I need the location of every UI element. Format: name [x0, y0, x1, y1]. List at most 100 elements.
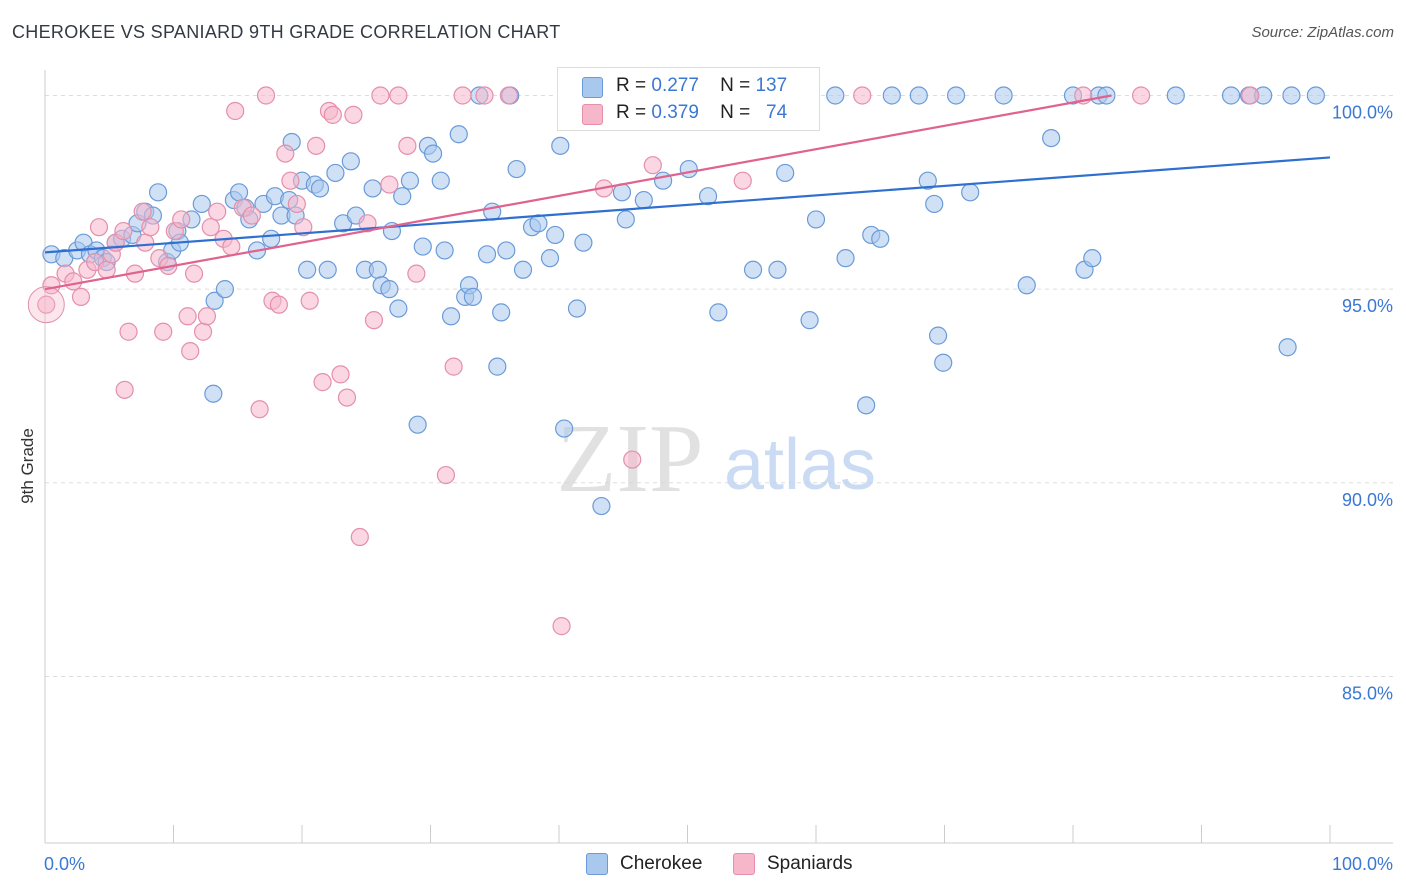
y-axis-label: 9th Grade: [18, 428, 37, 504]
cherokee-point: [1017, 276, 1036, 295]
spaniards-point: [172, 210, 191, 229]
r-value-spaniards: 0.379: [651, 102, 699, 123]
legend-item-spaniards: Spaniards: [733, 851, 853, 877]
spaniards-point: [350, 527, 369, 547]
cherokee-point: [192, 194, 211, 214]
spaniards-point: [475, 86, 494, 105]
r-label: R =: [616, 102, 647, 123]
cherokee-point: [768, 260, 787, 279]
cherokee-point: [389, 299, 408, 318]
cherokee-point: [368, 260, 387, 279]
cherokee-point: [836, 249, 855, 268]
n-value-spaniards: 74: [766, 102, 788, 123]
spaniards-point: [281, 171, 300, 190]
cherokee-point: [380, 280, 399, 299]
r-label: R =: [616, 75, 647, 96]
spaniards-point: [269, 295, 288, 314]
cherokee-point: [423, 144, 443, 163]
cherokee-point: [488, 357, 507, 376]
spaniards-point: [64, 272, 83, 291]
r-value-cherokee: 0.277: [651, 75, 699, 96]
spaniards-point: [294, 218, 313, 237]
spaniards-point: [197, 307, 217, 326]
spaniards-swatch: [582, 104, 603, 125]
spaniards-point: [389, 86, 408, 105]
cherokee-point: [497, 241, 516, 260]
spaniards-point: [371, 86, 390, 105]
cherokee-point: [413, 237, 432, 256]
n-label: N =: [720, 102, 751, 123]
spaniards-point: [276, 144, 295, 163]
spaniards-point: [380, 175, 399, 194]
spaniards-point: [853, 86, 872, 105]
cherokee-point: [1306, 86, 1325, 105]
legend-label-spaniards: Spaniards: [767, 853, 853, 874]
x-tick-label: 100.0%: [1332, 854, 1393, 874]
cherokee-point: [934, 353, 953, 372]
cherokee-point: [318, 260, 337, 279]
spaniards-point: [242, 206, 261, 225]
spaniards-point: [733, 171, 752, 190]
cherokee-point: [1282, 86, 1301, 105]
cherokee-point: [513, 260, 533, 279]
cherokee-point: [709, 303, 728, 322]
spaniards-point: [181, 342, 200, 361]
cherokee-point: [205, 291, 224, 310]
legend-item-cherokee: Cherokee: [586, 851, 702, 877]
cherokee-point: [148, 183, 168, 202]
spaniards-point: [97, 260, 116, 279]
source-credit: Source: ZipAtlas.com: [1251, 24, 1394, 41]
cherokee-point: [215, 280, 234, 299]
spaniards-point: [287, 194, 306, 214]
chart-title: CHEROKEE VS SPANIARD 9TH GRADE CORRELATI…: [12, 22, 561, 42]
spaniards-point: [337, 388, 357, 407]
cherokee-point: [229, 183, 249, 202]
cherokee-point: [298, 260, 317, 279]
cherokee-point: [698, 187, 718, 206]
cherokee-point: [400, 171, 420, 190]
spaniards-point: [178, 307, 197, 326]
cherokee-point: [1083, 249, 1102, 268]
spaniards-point: [222, 237, 241, 256]
spaniards-point: [133, 202, 152, 221]
correlation-legend: R = 0.277 N = 137 R = 0.379 N = 74: [557, 67, 820, 131]
spaniards-point: [398, 136, 417, 155]
spaniards-point: [119, 322, 138, 341]
cherokee-point: [634, 190, 653, 210]
cherokee-point: [483, 202, 502, 221]
cherokee-point: [961, 183, 980, 202]
cherokee-point: [567, 299, 587, 318]
cherokee-point: [341, 152, 360, 171]
spaniards-point: [1241, 86, 1260, 105]
spaniards-trend-line: [44, 94, 1112, 291]
spaniards-point: [552, 617, 571, 636]
spaniards-point: [300, 291, 319, 310]
spaniards-point: [226, 101, 245, 121]
spaniards-point: [37, 295, 56, 314]
cherokee-point: [463, 287, 483, 306]
cherokee-swatch: [582, 77, 603, 98]
cherokee-point: [592, 496, 611, 516]
y-tick-label: 95.0%: [1342, 296, 1393, 316]
spaniards-point: [331, 365, 350, 384]
spaniards-point: [407, 264, 426, 283]
spaniards-point: [643, 156, 662, 175]
x-tick-label: 0.0%: [44, 854, 85, 874]
cherokee-point: [743, 260, 763, 279]
cherokee-point: [574, 233, 593, 252]
legend-label-cherokee: Cherokee: [620, 853, 703, 874]
spaniards-point: [313, 373, 332, 392]
cherokee-point: [826, 86, 845, 105]
cherokee-point: [363, 179, 382, 198]
cherokee-point: [551, 136, 570, 155]
spaniards-point: [623, 450, 642, 469]
spaniards-point: [436, 465, 456, 485]
spaniards-point: [1132, 86, 1151, 105]
spaniards-point: [453, 86, 472, 105]
cherokee-point: [441, 307, 461, 326]
cherokee-point: [1166, 86, 1185, 105]
cherokee-point: [540, 249, 560, 268]
cherokee-point: [492, 303, 511, 322]
spaniards-legend-swatch: [733, 853, 755, 875]
